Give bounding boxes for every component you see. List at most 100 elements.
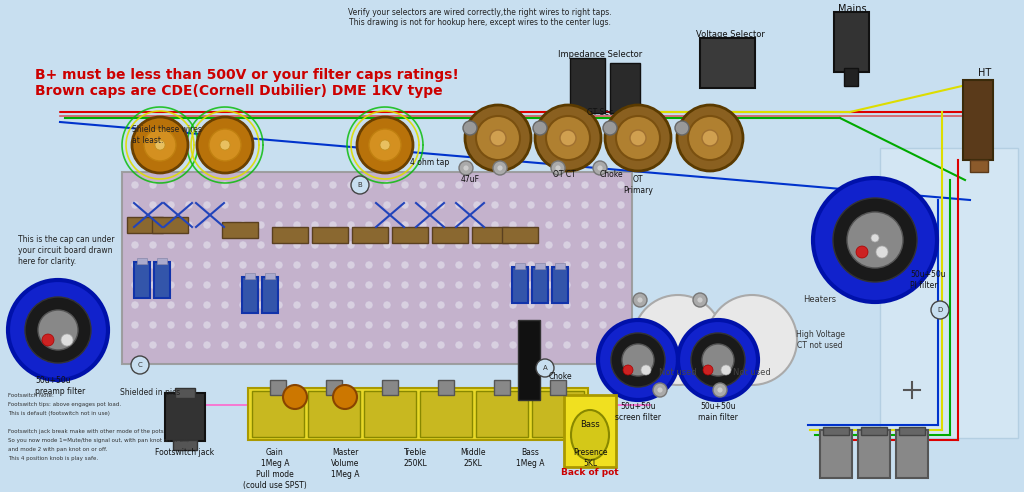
Text: Impedance Selector: Impedance Selector: [558, 50, 642, 59]
Circle shape: [931, 301, 949, 319]
Text: OT CT: OT CT: [553, 170, 575, 179]
Circle shape: [150, 181, 157, 189]
Circle shape: [490, 241, 499, 249]
Circle shape: [509, 341, 517, 349]
Circle shape: [293, 261, 301, 269]
Circle shape: [599, 341, 607, 349]
Circle shape: [437, 341, 445, 349]
Circle shape: [347, 321, 355, 329]
Circle shape: [597, 165, 603, 171]
Circle shape: [581, 341, 589, 349]
Bar: [555, 263, 565, 269]
Circle shape: [329, 181, 337, 189]
Circle shape: [534, 121, 547, 135]
Circle shape: [185, 301, 193, 309]
Text: This 4 position knob is play safe.: This 4 position knob is play safe.: [8, 456, 98, 461]
Circle shape: [455, 281, 463, 289]
Bar: [610, 63, 640, 113]
Circle shape: [463, 165, 469, 171]
Circle shape: [257, 181, 265, 189]
Text: Choke: Choke: [600, 170, 624, 179]
Circle shape: [536, 359, 554, 377]
Text: A: A: [543, 365, 548, 371]
Circle shape: [8, 280, 108, 380]
Bar: [834, 12, 869, 72]
Circle shape: [167, 341, 175, 349]
Bar: [252, 391, 304, 437]
Circle shape: [311, 241, 319, 249]
Circle shape: [150, 281, 157, 289]
Circle shape: [419, 221, 427, 229]
Text: Presence
5KL: Presence 5KL: [572, 448, 607, 468]
Circle shape: [351, 176, 369, 194]
Circle shape: [275, 321, 283, 329]
Circle shape: [599, 241, 607, 249]
Circle shape: [131, 221, 139, 229]
Circle shape: [257, 261, 265, 269]
Circle shape: [545, 321, 553, 329]
Circle shape: [721, 365, 731, 375]
Circle shape: [473, 301, 481, 309]
Circle shape: [509, 241, 517, 249]
Circle shape: [617, 201, 625, 209]
Circle shape: [150, 341, 157, 349]
Circle shape: [275, 281, 283, 289]
Circle shape: [293, 301, 301, 309]
Circle shape: [167, 301, 175, 309]
Text: 50u+50u
main filter: 50u+50u main filter: [698, 402, 738, 422]
Text: Footswitch jack break make with other mode of the pots pulled.: Footswitch jack break make with other mo…: [8, 429, 184, 434]
Circle shape: [167, 281, 175, 289]
Circle shape: [347, 341, 355, 349]
Circle shape: [545, 301, 553, 309]
Circle shape: [155, 140, 165, 150]
Circle shape: [599, 181, 607, 189]
Circle shape: [329, 341, 337, 349]
Circle shape: [380, 140, 390, 150]
Circle shape: [599, 321, 607, 329]
Circle shape: [311, 321, 319, 329]
Circle shape: [437, 221, 445, 229]
Circle shape: [150, 221, 157, 229]
Circle shape: [383, 321, 391, 329]
Circle shape: [167, 201, 175, 209]
Circle shape: [545, 261, 553, 269]
Circle shape: [437, 281, 445, 289]
Circle shape: [473, 281, 481, 289]
Circle shape: [545, 201, 553, 209]
Circle shape: [347, 281, 355, 289]
Circle shape: [383, 301, 391, 309]
Bar: [122, 172, 632, 364]
Text: D: D: [937, 307, 943, 313]
Circle shape: [563, 221, 571, 229]
Circle shape: [633, 295, 723, 385]
Circle shape: [611, 333, 665, 387]
Circle shape: [688, 116, 732, 160]
Text: Footswitch jack: Footswitch jack: [156, 448, 215, 457]
Text: This is default (footswitch not in use): This is default (footswitch not in use): [8, 411, 110, 416]
Circle shape: [455, 201, 463, 209]
Circle shape: [599, 281, 607, 289]
Circle shape: [527, 181, 535, 189]
Circle shape: [365, 181, 373, 189]
Text: 4 ohm tap: 4 ohm tap: [411, 158, 450, 167]
Circle shape: [563, 241, 571, 249]
Circle shape: [473, 341, 481, 349]
Circle shape: [150, 201, 157, 209]
Circle shape: [401, 341, 409, 349]
Bar: [896, 430, 928, 478]
Circle shape: [239, 241, 247, 249]
Circle shape: [419, 301, 427, 309]
Circle shape: [546, 116, 590, 160]
Text: 50u+50u
preamp filter: 50u+50u preamp filter: [35, 376, 85, 396]
Text: Not used: Not used: [659, 368, 697, 377]
Bar: [518, 320, 540, 400]
Circle shape: [490, 201, 499, 209]
Bar: [134, 262, 150, 298]
Text: Bass: Bass: [581, 420, 600, 429]
Circle shape: [527, 241, 535, 249]
Circle shape: [702, 344, 734, 376]
Circle shape: [150, 261, 157, 269]
Circle shape: [221, 221, 229, 229]
Circle shape: [617, 321, 625, 329]
Circle shape: [563, 201, 571, 209]
